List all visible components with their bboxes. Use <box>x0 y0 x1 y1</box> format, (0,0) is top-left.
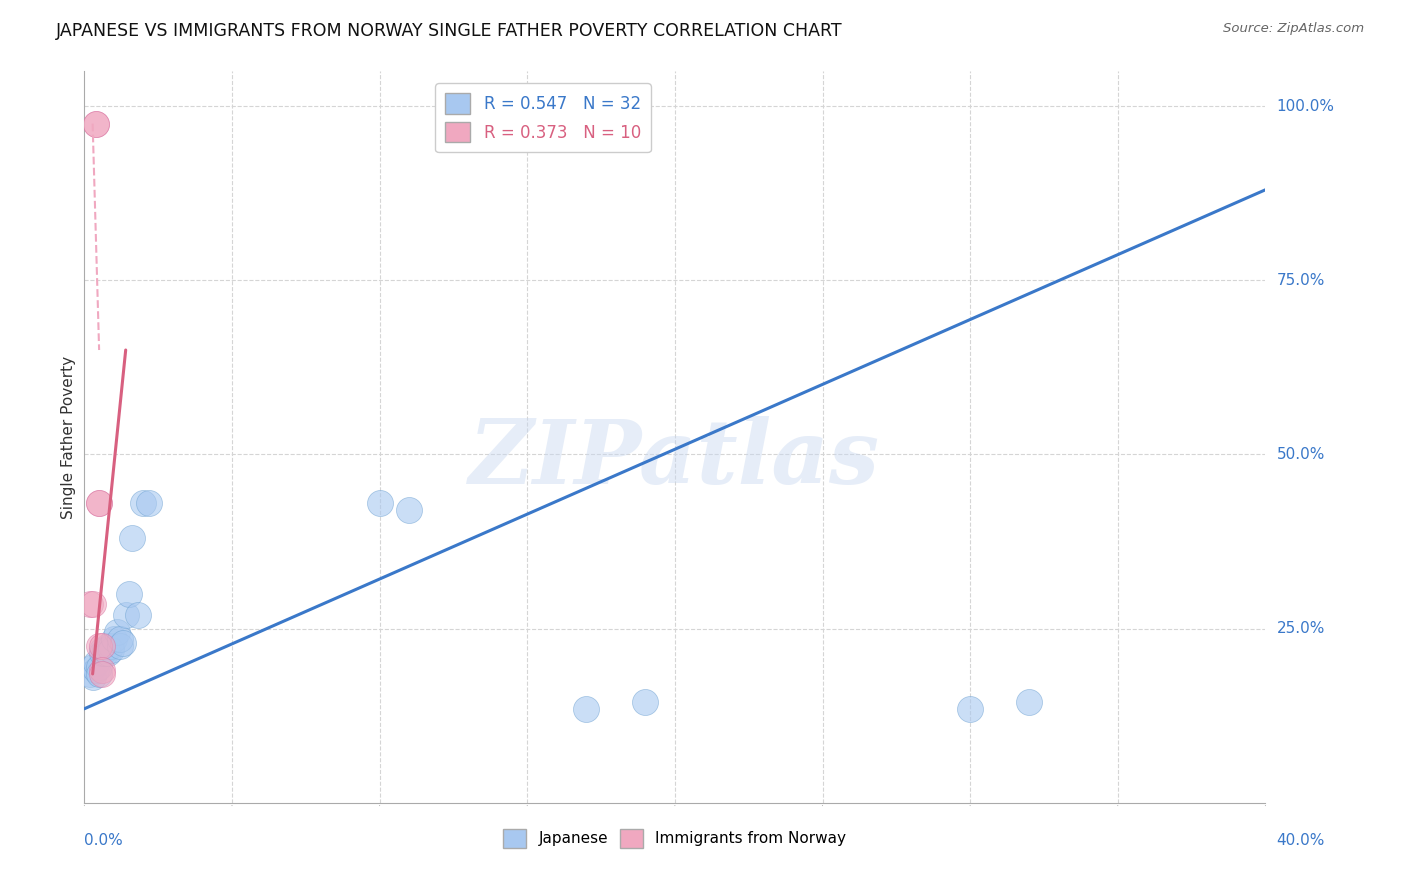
Point <box>575 702 598 716</box>
Point <box>87 496 111 510</box>
Text: 50.0%: 50.0% <box>1277 447 1324 462</box>
Text: 100.0%: 100.0% <box>1277 99 1334 113</box>
Point <box>79 667 101 681</box>
Point <box>84 117 107 131</box>
Point <box>82 597 104 611</box>
Point <box>87 496 111 510</box>
Point <box>79 597 101 611</box>
Point <box>84 664 107 678</box>
Point <box>368 496 391 510</box>
Point <box>132 496 155 510</box>
Point <box>94 642 117 657</box>
Point <box>87 667 111 681</box>
Point <box>634 695 657 709</box>
Point <box>82 660 104 674</box>
Point <box>1018 695 1040 709</box>
Point <box>108 632 131 646</box>
Point <box>94 646 117 660</box>
Text: 40.0%: 40.0% <box>1277 833 1324 848</box>
Point <box>84 657 107 671</box>
Point <box>118 587 141 601</box>
Point <box>103 632 125 646</box>
Point <box>100 642 122 657</box>
Point <box>121 531 143 545</box>
Text: 0.0%: 0.0% <box>84 833 124 848</box>
Point <box>91 664 114 678</box>
Point <box>100 639 122 653</box>
Text: Source: ZipAtlas.com: Source: ZipAtlas.com <box>1223 22 1364 36</box>
Text: JAPANESE VS IMMIGRANTS FROM NORWAY SINGLE FATHER POVERTY CORRELATION CHART: JAPANESE VS IMMIGRANTS FROM NORWAY SINGL… <box>56 22 842 40</box>
Point <box>127 607 149 622</box>
Point <box>91 642 114 657</box>
Text: ZIPatlas: ZIPatlas <box>470 416 880 502</box>
Point <box>87 660 111 674</box>
Point <box>84 117 107 131</box>
Text: 75.0%: 75.0% <box>1277 273 1324 288</box>
Point <box>91 646 114 660</box>
Point <box>108 639 131 653</box>
Point <box>105 625 128 640</box>
Point <box>97 646 120 660</box>
Point <box>138 496 160 510</box>
Point <box>111 635 134 649</box>
Y-axis label: Single Father Poverty: Single Father Poverty <box>60 356 76 518</box>
Point <box>959 702 981 716</box>
Point <box>82 670 104 684</box>
Point <box>398 503 420 517</box>
Point <box>91 639 114 653</box>
Point <box>114 607 136 622</box>
Point <box>91 667 114 681</box>
Point <box>97 639 120 653</box>
Legend: Japanese, Immigrants from Norway: Japanese, Immigrants from Norway <box>498 822 852 854</box>
Text: 25.0%: 25.0% <box>1277 621 1324 636</box>
Point <box>87 639 111 653</box>
